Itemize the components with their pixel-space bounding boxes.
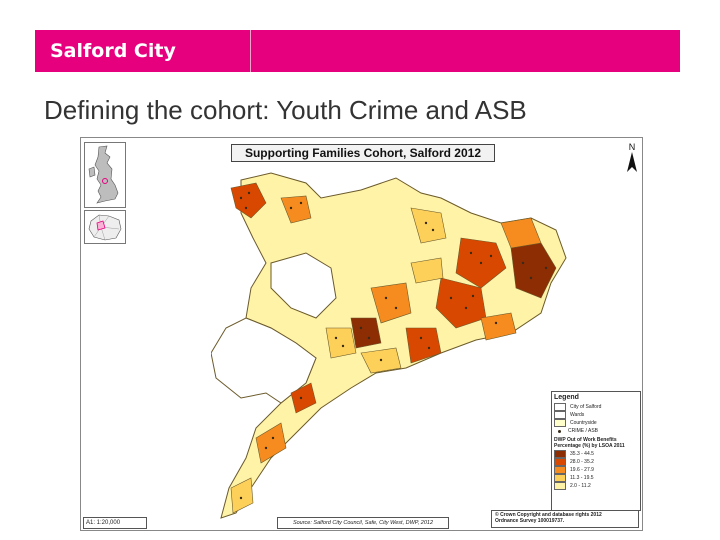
uk-inset-map bbox=[84, 142, 126, 208]
legend-title: Legend bbox=[554, 394, 579, 401]
central-wards bbox=[270, 252, 337, 319]
map-source: Source: Salford City Council, Safe, City… bbox=[277, 517, 449, 529]
lsoa-high bbox=[405, 327, 442, 364]
legend-class: 11.3 - 19.5 bbox=[554, 474, 640, 482]
legend-class: 35.3 - 44.5 bbox=[554, 450, 640, 458]
legend-item: CRIME / ASB bbox=[554, 427, 640, 435]
legend-item: Wards bbox=[554, 411, 640, 419]
lsoa-mid bbox=[410, 207, 447, 244]
lsoa-mid bbox=[325, 327, 357, 359]
map-frame: Supporting Families Cohort, Salford 2012… bbox=[80, 137, 643, 531]
map-title: Supporting Families Cohort, Salford 2012 bbox=[231, 144, 495, 162]
outline-box-icon bbox=[554, 403, 566, 411]
council-logo-text: Salford City Council bbox=[35, 30, 251, 104]
swatch bbox=[554, 466, 566, 474]
crime-asb-points bbox=[239, 191, 548, 500]
lsoa-high bbox=[435, 277, 487, 329]
lsoa-mid bbox=[480, 312, 517, 341]
swatch bbox=[554, 458, 566, 466]
swatch bbox=[554, 482, 566, 490]
council-banner: Salford City Council bbox=[35, 30, 680, 104]
north-arrow: N bbox=[625, 142, 639, 176]
legend-class: 19.6 - 27.9 bbox=[554, 466, 640, 474]
legend-classes-title: DWP Out of Work Benefits Percentage (%) … bbox=[554, 437, 625, 449]
legend-item: City of Salford bbox=[554, 403, 640, 411]
legend-class: 28.0 - 35.2 bbox=[554, 458, 640, 466]
greater-manchester-inset-map bbox=[84, 210, 126, 244]
north-arrow-icon bbox=[627, 152, 637, 172]
lsoa-mid bbox=[230, 477, 254, 514]
map-scale: A1: 1:20,000 bbox=[83, 517, 147, 529]
district-outline-icon bbox=[88, 214, 122, 241]
slide-title: Defining the cohort: Youth Crime and ASB bbox=[44, 95, 527, 125]
swatch bbox=[554, 474, 566, 482]
western-wards bbox=[211, 317, 317, 404]
swatch bbox=[554, 450, 566, 458]
lsoa-mid bbox=[280, 195, 312, 224]
lsoa-top bbox=[350, 317, 382, 349]
lsoa-high bbox=[230, 182, 267, 219]
copyright-notice: © Crown Copyright and database rights 20… bbox=[491, 510, 639, 528]
lsoa-mid bbox=[410, 257, 444, 284]
uk-outline-icon bbox=[88, 145, 119, 204]
legend-item: Countryside bbox=[554, 419, 640, 427]
dot-icon bbox=[554, 428, 564, 434]
fill-box-icon bbox=[554, 419, 566, 427]
north-label: N bbox=[628, 142, 636, 152]
legend-class: 2.0 - 11.2 bbox=[554, 482, 640, 490]
lsoa-mid bbox=[255, 422, 287, 464]
choropleth-map bbox=[211, 172, 567, 519]
outline-box-icon bbox=[554, 411, 566, 419]
lsoa-mid bbox=[370, 282, 412, 324]
lsoa-high bbox=[290, 382, 317, 414]
map-legend: Legend City of Salford Wards Countryside… bbox=[551, 391, 641, 511]
lsoa-mid bbox=[500, 217, 542, 249]
